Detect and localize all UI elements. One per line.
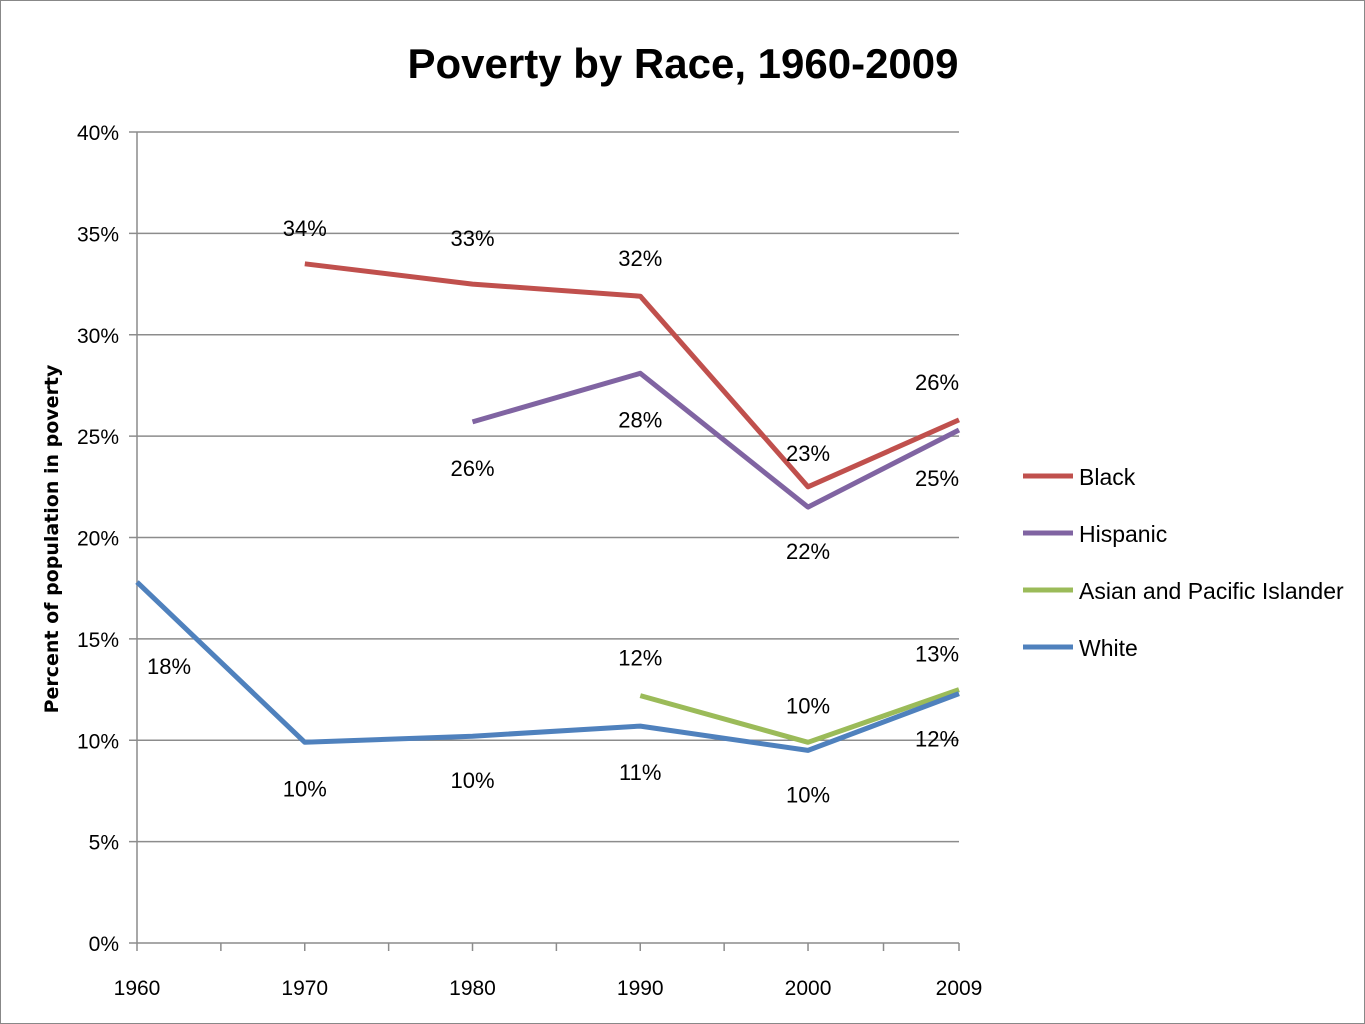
series-line-hispanic xyxy=(471,370,961,510)
legend-label: Asian and Pacific Islander xyxy=(1079,578,1344,604)
y-axis-title: Percent of population in poverty xyxy=(41,364,63,713)
data-label: 13% xyxy=(915,642,959,667)
series-lines xyxy=(135,261,961,753)
legend: Black Hispanic Asian and Pacific Islander W… xyxy=(1023,464,1344,661)
y-tick-label: 20% xyxy=(77,528,119,551)
y-tick-label: 0% xyxy=(89,933,119,956)
chart-title: Poverty by Race, 1960-2009 xyxy=(407,40,958,87)
series-line-asian-and-pacific-islander xyxy=(639,687,960,745)
data-label: 28% xyxy=(618,407,662,432)
data-label: 10% xyxy=(786,782,830,807)
y-tick-label: 25% xyxy=(77,426,119,449)
data-label: 10% xyxy=(450,768,494,793)
y-tick-label: 35% xyxy=(77,223,119,246)
data-label: 22% xyxy=(786,539,830,564)
data-label: 10% xyxy=(786,693,830,718)
x-tick-label: 2009 xyxy=(936,977,983,1000)
data-label: 33% xyxy=(450,226,494,251)
data-label: 12% xyxy=(618,646,662,671)
data-label: 25% xyxy=(915,466,959,491)
y-tick-label: 10% xyxy=(77,730,119,753)
x-tick-label: 1960 xyxy=(114,977,161,1000)
x-tick-label: 1980 xyxy=(449,977,496,1000)
legend-label: White xyxy=(1079,635,1138,661)
data-label: 26% xyxy=(915,370,959,395)
data-label: 32% xyxy=(618,246,662,271)
x-tick-label: 1970 xyxy=(281,977,328,1000)
y-tick-label: 15% xyxy=(77,629,119,652)
x-tick-label: 2000 xyxy=(785,977,832,1000)
gridlines xyxy=(137,131,959,843)
data-label: 11% xyxy=(619,760,661,785)
legend-label: Hispanic xyxy=(1079,521,1167,547)
data-label: 34% xyxy=(283,216,327,241)
series-line-white xyxy=(135,580,960,753)
axes: 0% 5% 10% 15% 20% 25% 30% 35% 40% 1960 1970 1980 199… xyxy=(77,122,982,1000)
data-label: 10% xyxy=(283,776,327,801)
data-labels: 34% 33% 32% 23% 26% 26% 28% 22% 25% 12% 10% 13% 18% 1… xyxy=(147,216,959,808)
data-label: 23% xyxy=(786,441,830,466)
data-label: 12% xyxy=(915,727,959,752)
x-tick-label: 1990 xyxy=(617,977,664,1000)
data-label: 26% xyxy=(450,456,494,481)
y-tick-label: 30% xyxy=(77,325,119,348)
y-tick-label: 5% xyxy=(89,832,119,855)
legend-label: Black xyxy=(1079,464,1136,490)
y-tick-label: 40% xyxy=(77,122,119,145)
data-label: 18% xyxy=(147,654,191,679)
series-line-black xyxy=(304,261,961,490)
